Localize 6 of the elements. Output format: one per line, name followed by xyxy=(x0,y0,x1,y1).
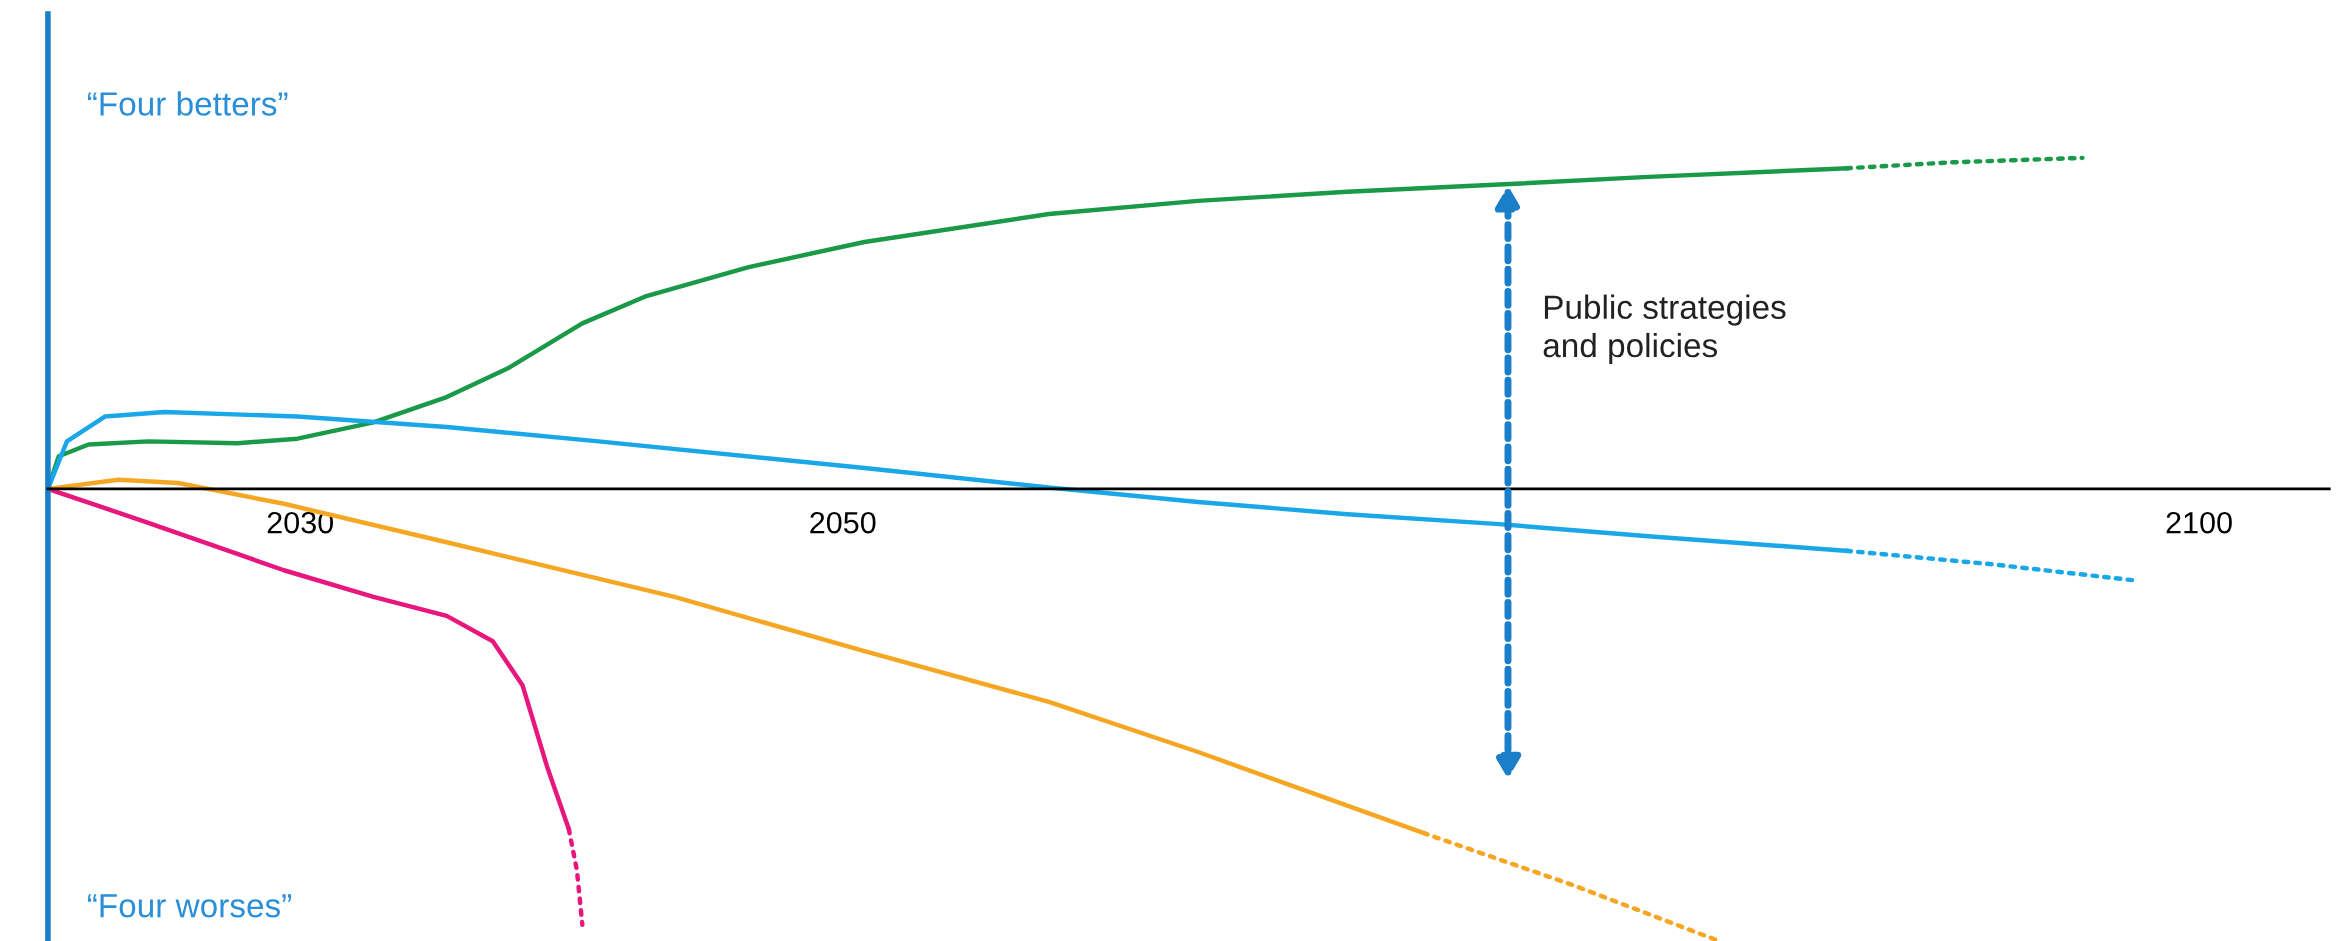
x-tick-label: 2050 xyxy=(810,511,876,534)
annotation: Public strategies and policies xyxy=(1543,294,1786,364)
x-tick-label: 2030 xyxy=(267,511,333,534)
annotation: “Four worses” xyxy=(87,894,292,918)
text: “Four betters” xyxy=(87,91,288,116)
x-tick-label: 2100 xyxy=(2166,511,2232,534)
